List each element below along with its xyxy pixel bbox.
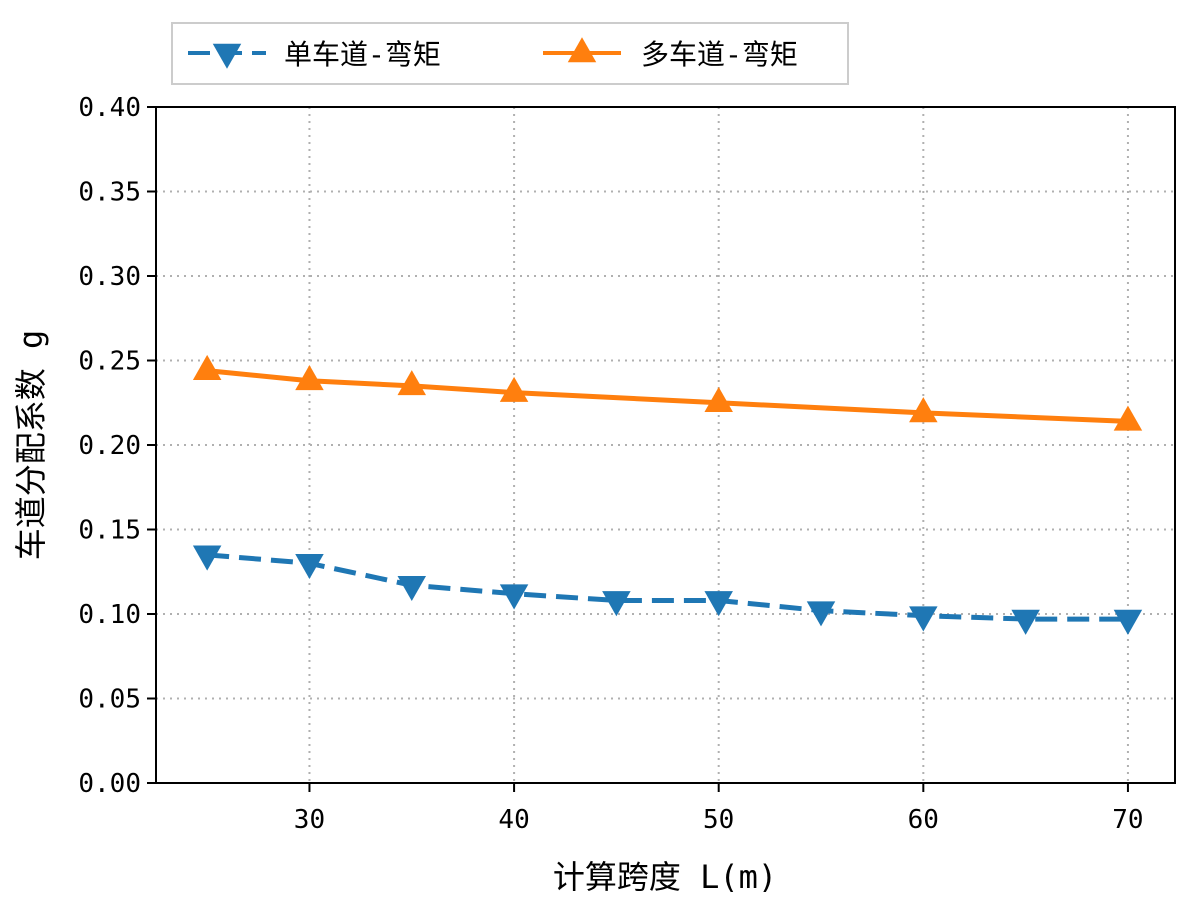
data-point-marker [1113, 405, 1143, 431]
data-point-marker [295, 554, 324, 580]
data-point-marker [704, 591, 733, 617]
series-line [206, 552, 1128, 622]
legend-label: 多车道-弯矩 [641, 38, 798, 71]
legend-item: 多车道-弯矩 [543, 37, 798, 71]
y-tick-label: 0.05 [78, 685, 141, 715]
legend: 单车道-弯矩 多车道-弯矩 [171, 22, 849, 85]
data-series [192, 354, 1143, 635]
series-line [206, 368, 1129, 424]
data-point-marker [1113, 609, 1143, 635]
legend-marker-swatch [567, 37, 597, 63]
series [192, 545, 1143, 635]
x-tick-label: 30 [294, 805, 325, 835]
legend-label: 单车道-弯矩 [284, 38, 441, 71]
y-tick-label: 0.30 [78, 262, 141, 292]
legend-item: 单车道-弯矩 [188, 38, 441, 71]
data-point-marker [499, 584, 529, 610]
data-point-marker [192, 545, 222, 571]
legend-box [171, 22, 849, 85]
y-tick-label: 0.20 [78, 431, 141, 461]
data-point-marker [602, 591, 631, 617]
data-point-marker [192, 354, 222, 380]
y-tick-label: 0.25 [78, 347, 141, 377]
data-point-marker [909, 397, 938, 423]
axis-ticks: 30 40 50 60 70 0.00 0.05 0.10 0.15 0.20 0.25 0.30 0.… [78, 93, 1143, 835]
data-point-marker [499, 376, 529, 402]
data-point-marker [704, 387, 733, 413]
y-tick-label: 0.00 [78, 769, 141, 799]
legend-marker-swatch [212, 43, 242, 69]
data-point-marker [1011, 609, 1040, 635]
x-tick-label: 40 [498, 805, 529, 835]
series [192, 354, 1143, 431]
x-tick-label: 60 [908, 805, 939, 835]
x-tick-label: 70 [1112, 805, 1143, 835]
data-point-marker [295, 365, 324, 391]
grid-lines [156, 106, 1175, 784]
y-tick-label: 0.10 [78, 600, 141, 630]
y-tick-label: 0.15 [78, 516, 141, 546]
data-point-marker [397, 370, 427, 396]
x-tick-label: 50 [703, 805, 734, 835]
y-tick-label: 0.40 [78, 93, 141, 123]
y-axis-title: 车道分配系数 g [12, 330, 50, 561]
data-point-marker [397, 575, 427, 602]
y-tick-label: 0.35 [78, 178, 141, 208]
data-point-marker [806, 601, 836, 627]
x-axis-title: 计算跨度 L(m) [553, 858, 777, 896]
data-point-marker [909, 606, 938, 632]
